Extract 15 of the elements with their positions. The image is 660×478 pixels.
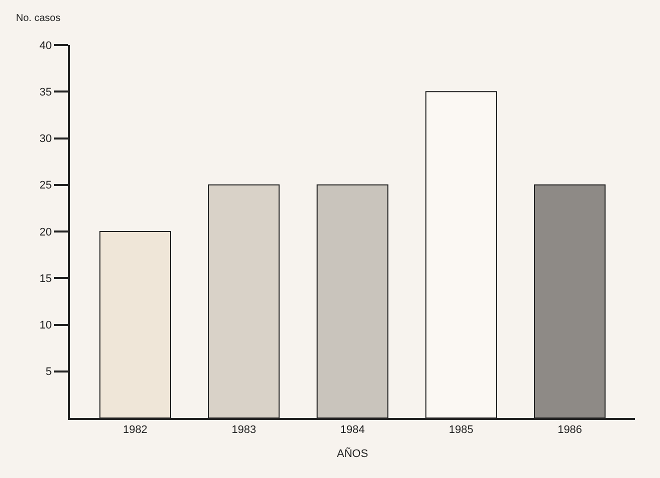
x-tick-label: 1982 [122, 424, 148, 436]
y-tick-label: 40 [40, 40, 52, 52]
y-tick-label: 25 [40, 180, 52, 192]
x-tick-label: 1986 [558, 424, 582, 436]
y-axis-title: No. casos [16, 13, 60, 24]
y-tick-label: 35 [40, 86, 52, 98]
x-tick-label: 1983 [232, 424, 256, 436]
y-tick-label: 10 [40, 320, 52, 332]
x-tick-label: 1984 [340, 424, 365, 436]
x-axis-title: AÑOS [336, 446, 368, 460]
x-tick-label: 1985 [448, 424, 474, 436]
y-tick-label: 15 [40, 272, 52, 285]
y-tick-label: 5 [46, 366, 52, 378]
y-tick-label: 30 [40, 133, 52, 146]
y-tick-label: 20 [40, 226, 52, 238]
